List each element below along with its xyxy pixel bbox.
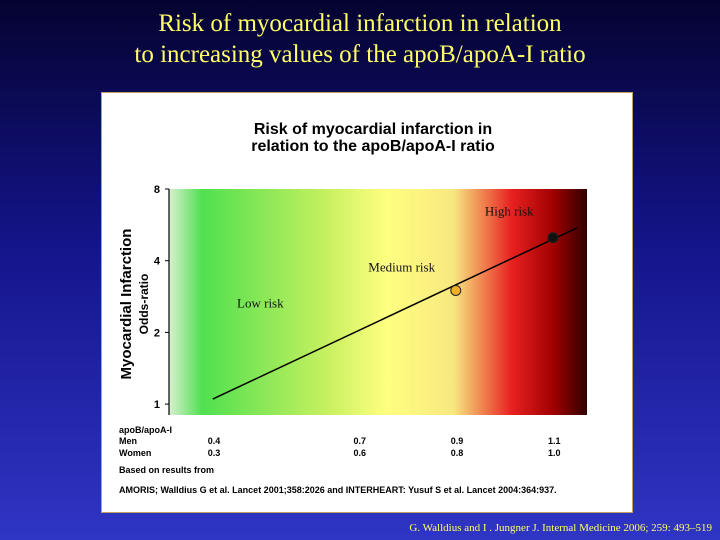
zone-label: Medium risk: [368, 260, 435, 275]
slide-title: Risk of myocardial infarction in relatio…: [0, 8, 720, 70]
chart-panel: Risk of myocardial infarction in relatio…: [101, 92, 633, 513]
x-row-label: Men: [119, 436, 137, 446]
series-group: [212, 227, 578, 400]
x-ratio-label: apoB/apoA-I: [119, 425, 172, 435]
data-point: [450, 284, 462, 296]
source-label: Based on results from: [119, 465, 214, 475]
y-tick-label: 4: [154, 256, 161, 268]
series-line: [212, 227, 578, 400]
x-tick-label: 0.7: [354, 436, 367, 446]
risk-gradient-background: [169, 189, 587, 415]
y-ticks: 1 2 4 8: [154, 184, 169, 411]
x-tick-label: 0.6: [354, 448, 367, 458]
x-row-label: Women: [119, 448, 151, 458]
risk-chart: Risk of myocardial infarction in relatio…: [118, 121, 587, 495]
data-point: [547, 232, 559, 244]
slide-title-line2: to increasing values of the apoB/apoA-I …: [134, 41, 586, 68]
x-rows: Men 0.4 0.7 0.9 1.1 Women 0.3 0.6 0.8 1.0: [119, 436, 560, 458]
x-tick-label: 0.8: [451, 448, 464, 458]
y-axis-sublabel: Odds-ratio: [137, 274, 151, 335]
x-tick-label: 1.1: [548, 436, 561, 446]
zone-label: Low risk: [237, 295, 284, 310]
x-tick-label: 0.3: [208, 448, 221, 458]
x-tick-label: 0.4: [208, 436, 221, 446]
zone-label: High risk: [485, 203, 534, 218]
y-tick-label: 8: [154, 184, 160, 196]
y-tick-label: 2: [154, 327, 160, 339]
chart-title-line1: Risk of myocardial infarction in: [254, 121, 492, 138]
x-tick-label: 1.0: [548, 448, 561, 458]
citation: G. Walldius and I . Jungner J. Internal …: [409, 522, 712, 534]
y-axis-label: Myocardial Infarction: [118, 229, 135, 380]
y-tick-label: 1: [154, 399, 160, 411]
x-tick-label: 0.9: [451, 436, 464, 446]
source-text: AMORIS; Walldius G et al. Lancet 2001;35…: [119, 485, 557, 495]
slide-title-line1: Risk of myocardial infarction in relatio…: [158, 10, 562, 37]
marker-group: [450, 232, 559, 296]
chart-title-line2: relation to the apoB/apoA-I ratio: [251, 138, 495, 155]
zone-labels: Low risk Medium risk High risk: [237, 203, 534, 310]
